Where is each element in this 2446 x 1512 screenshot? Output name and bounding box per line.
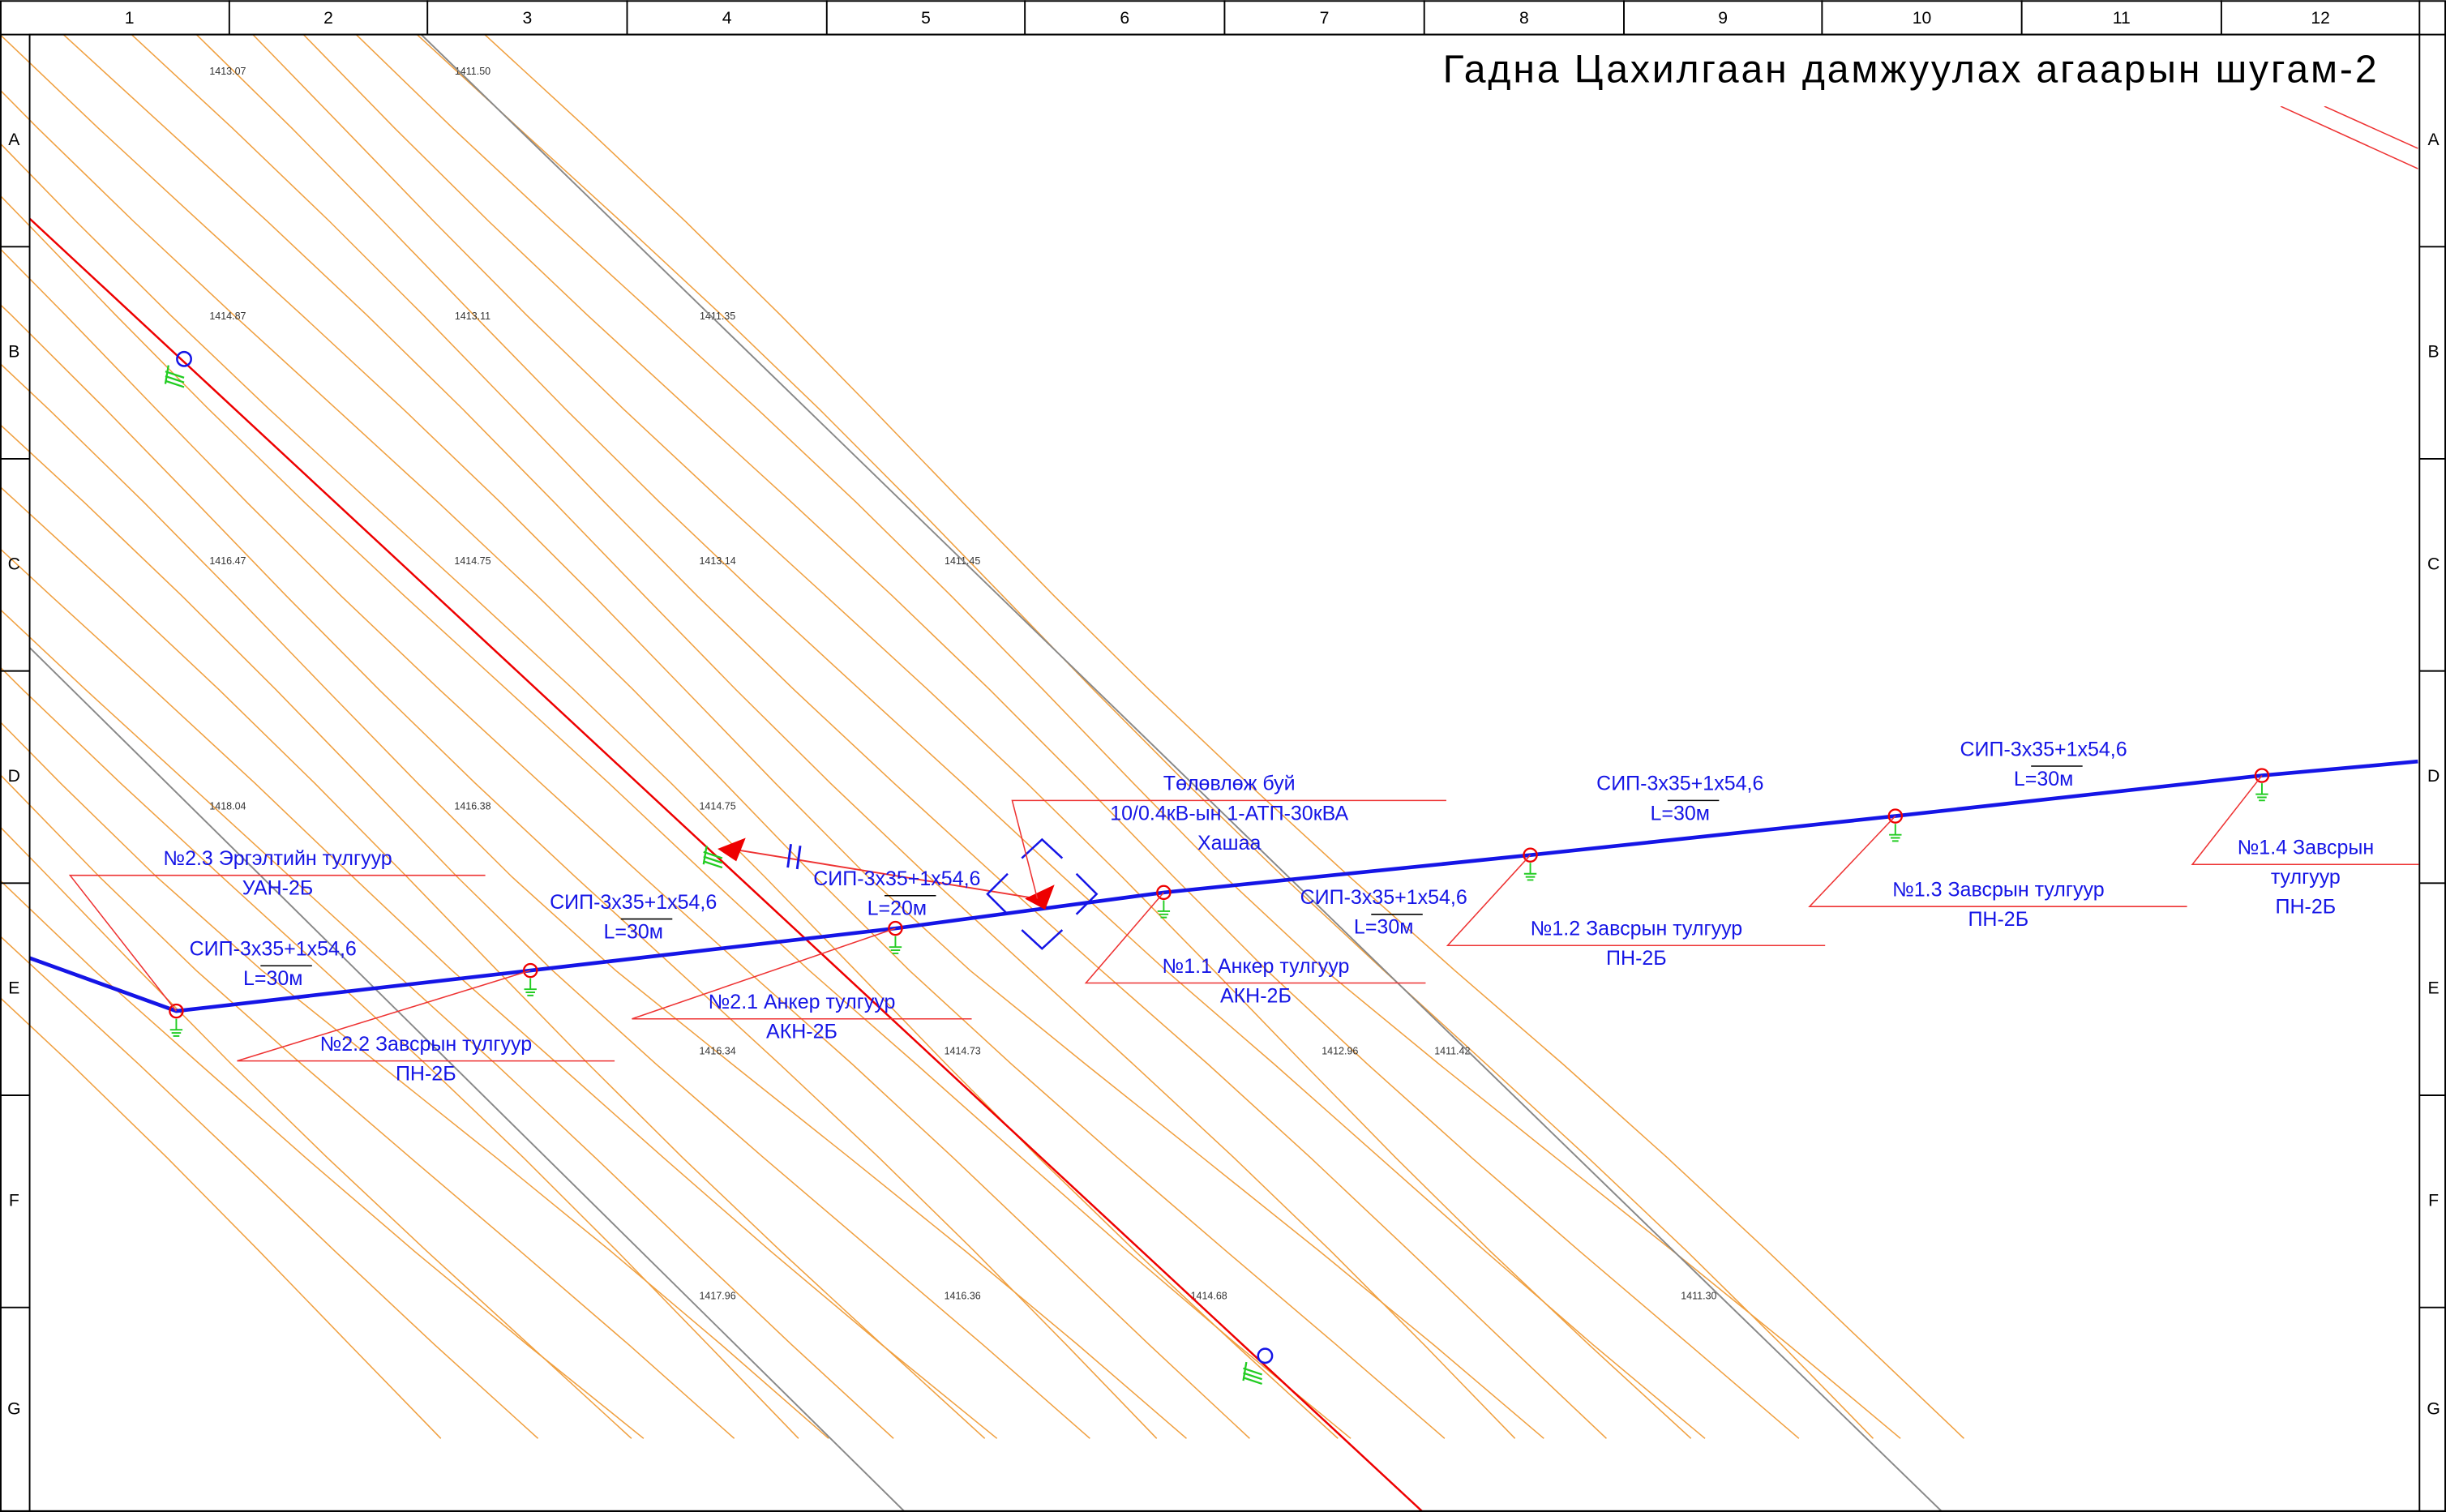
drawing: 1413.071411.501414.871413.111411.351416.… <box>0 0 2446 1512</box>
elevation: 1414.87 <box>209 311 246 322</box>
page: 1413.071411.501414.871413.111411.351416.… <box>0 0 2446 1512</box>
elevation: 1417.96 <box>699 1291 735 1302</box>
title: Гадна Цахилгаан дамжуулах агаарын шугам-… <box>1443 47 2380 91</box>
row-label: D <box>2427 767 2440 786</box>
column-label: 5 <box>921 9 931 28</box>
elevation: 1416.47 <box>209 555 246 567</box>
annotation: АКН-2Б <box>1220 984 1292 1007</box>
column-label: 6 <box>1120 9 1129 28</box>
annotation: №2.3 Эргэлтийн тулгуур <box>163 847 392 870</box>
annotation: L=20м <box>867 897 927 920</box>
elevation: 1413.14 <box>699 555 735 567</box>
row-label: A <box>2428 131 2440 149</box>
elevation: 1414.75 <box>699 800 735 812</box>
row-label: C <box>8 555 20 573</box>
elevation: 1418.04 <box>209 800 246 812</box>
row-label: G <box>7 1399 20 1418</box>
annotation: ПН-2Б <box>2275 896 2336 919</box>
annotation: СИП-3х35+1х54,6 <box>1300 886 1467 909</box>
annotation: Төлөвлөж буй <box>1163 773 1296 795</box>
row-label: B <box>8 343 19 362</box>
row-label: E <box>8 979 19 998</box>
annotation: №2.1 Анкер тулгуур <box>708 991 895 1013</box>
row-label: G <box>2427 1399 2440 1418</box>
column-label: 10 <box>1913 9 1932 28</box>
annotation: L=30м <box>603 920 663 943</box>
column-label: 7 <box>1320 9 1330 28</box>
annotation: СИП-3х35+1х54,6 <box>190 938 357 961</box>
annotation: 10/0.4кВ-ын 1-АТП-30кВА <box>1110 802 1348 825</box>
annotation: тулгуур <box>2271 866 2341 889</box>
annotation: АКН-2Б <box>766 1021 837 1043</box>
annotation: ПН-2Б <box>1968 908 2028 931</box>
elevation: 1416.36 <box>945 1291 981 1302</box>
elevation: 1414.75 <box>454 555 490 567</box>
annotation: L=30м <box>243 967 303 990</box>
row-label: B <box>2428 343 2440 362</box>
annotation: №1.2 Завсрын тулгуур <box>1531 918 1743 940</box>
annotation: ПН-2Б <box>396 1063 456 1086</box>
elevation: 1411.42 <box>1434 1045 1470 1056</box>
elevation: 1414.68 <box>1191 1291 1227 1302</box>
annotation: №1.4 Завсрын <box>2237 837 2374 859</box>
annotation: СИП-3х35+1х54,6 <box>1960 738 2127 760</box>
annotation: СИП-3х35+1х54,6 <box>1596 773 1763 795</box>
column-label: 9 <box>1718 9 1728 28</box>
annotation: ПН-2Б <box>1606 947 1667 970</box>
annotation: L=30м <box>2014 768 2074 790</box>
elevation: 1413.07 <box>209 66 246 77</box>
annotation: L=30м <box>1354 916 1414 939</box>
elevation: 1416.34 <box>699 1045 735 1056</box>
elevation: 1411.35 <box>700 311 735 322</box>
annotation: L=30м <box>1651 802 1711 825</box>
annotation: СИП-3х35+1х54,6 <box>550 891 717 914</box>
annotation: №1.3 Завсрын тулгуур <box>1892 879 2105 902</box>
row-label: E <box>2428 979 2440 998</box>
row-label: D <box>8 767 20 786</box>
column-label: 3 <box>522 9 532 28</box>
column-label: 11 <box>2113 9 2131 28</box>
annotation: СИП-3х35+1х54,6 <box>813 867 980 890</box>
row-label: A <box>8 131 20 149</box>
elevation: 1412.96 <box>1322 1045 1358 1056</box>
row-label: F <box>2428 1191 2439 1210</box>
elevation: 1413.11 <box>455 311 490 322</box>
column-label: 1 <box>125 9 135 28</box>
annotation: №2.2 Завсрын тулгуур <box>319 1033 532 1056</box>
column-label: 12 <box>2311 9 2330 28</box>
elevation: 1416.38 <box>454 800 490 812</box>
annotation: Хашаа <box>1197 832 1262 855</box>
annotation: УАН-2Б <box>242 877 314 900</box>
elevation: 1411.30 <box>1681 1291 1716 1302</box>
row-label: C <box>2427 555 2440 573</box>
column-label: 2 <box>323 9 333 28</box>
column-label: 8 <box>1519 9 1529 28</box>
column-label: 4 <box>722 9 732 28</box>
annotation: №1.1 Анкер тулгуур <box>1162 955 1349 978</box>
row-label: F <box>9 1191 19 1210</box>
elevation: 1414.73 <box>945 1045 981 1056</box>
